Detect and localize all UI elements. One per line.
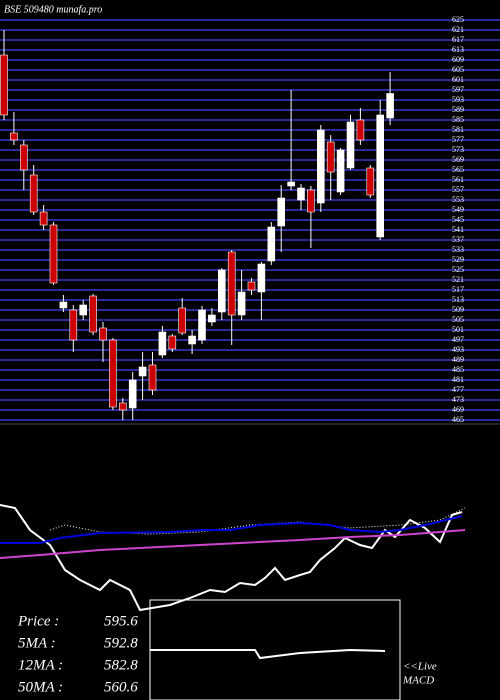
- y-tick-label: 573: [452, 145, 464, 154]
- y-tick-label: 581: [452, 125, 464, 134]
- y-tick-label: 601: [452, 75, 464, 84]
- candle-body: [386, 93, 394, 119]
- candle-body: [237, 291, 246, 316]
- y-tick-label: 517: [452, 285, 464, 294]
- indicator-line: [0, 515, 463, 544]
- candle-body: [69, 309, 78, 341]
- y-tick-label: 605: [452, 65, 464, 74]
- y-tick-label: 541: [452, 225, 464, 234]
- candle-body: [188, 335, 196, 345]
- y-tick-label: 465: [452, 415, 464, 424]
- y-tick-label: 569: [452, 155, 464, 164]
- y-tick-label: 481: [452, 375, 464, 384]
- candle-body: [128, 379, 137, 409]
- stat-label: Price :: [17, 613, 59, 629]
- y-tick-label: 609: [452, 55, 464, 64]
- candle-body: [99, 327, 107, 341]
- y-tick-label: 617: [452, 35, 464, 44]
- candle-body: [49, 224, 58, 284]
- candle-body: [138, 366, 147, 377]
- candle-body: [366, 167, 375, 196]
- candle-body: [59, 301, 68, 309]
- y-tick-label: 593: [452, 95, 464, 104]
- candle-body: [119, 402, 127, 411]
- candle-body: [29, 174, 38, 213]
- y-tick-label: 473: [452, 395, 464, 404]
- y-tick-label: 533: [452, 245, 464, 254]
- candle-body: [356, 119, 365, 141]
- candle-body: [39, 211, 48, 226]
- candle-body: [376, 114, 385, 238]
- y-tick-label: 565: [452, 165, 464, 174]
- candle-body: [109, 339, 117, 408]
- stat-label: 12MA :: [18, 657, 63, 673]
- stat-value: 595.6: [104, 613, 138, 629]
- candle-body: [346, 121, 355, 169]
- y-tick-label: 585: [452, 115, 464, 124]
- y-tick-label: 529: [452, 255, 464, 264]
- candle-body: [277, 197, 286, 227]
- y-tick-label: 505: [452, 315, 464, 324]
- y-tick-label: 497: [452, 335, 464, 344]
- chart-title: BSE 509480 munafa.pro: [4, 4, 102, 15]
- candle-body: [297, 187, 305, 201]
- candle-body: [307, 189, 315, 213]
- y-tick-label: 493: [452, 345, 464, 354]
- y-tick-label: 625: [452, 15, 464, 24]
- y-tick-label: 525: [452, 265, 464, 274]
- macd-box: [149, 599, 401, 700]
- y-tick-label: 537: [452, 235, 464, 244]
- y-tick-label: 513: [452, 295, 464, 304]
- candle-body: [168, 335, 177, 350]
- candle-body: [148, 364, 157, 391]
- candle-body: [336, 149, 345, 193]
- candle-body: [79, 304, 87, 316]
- stat-value: 560.6: [104, 679, 138, 695]
- indicator-line: [150, 648, 386, 660]
- stat-label: 50MA :: [18, 679, 63, 695]
- candle-body: [158, 331, 167, 356]
- candle-body: [208, 314, 216, 323]
- y-tick-label: 621: [452, 25, 464, 34]
- indicator-line: [49, 507, 466, 535]
- candle-body: [0, 54, 8, 116]
- candle-body: [267, 226, 276, 262]
- y-tick-label: 553: [452, 195, 464, 204]
- candle-body: [316, 129, 325, 204]
- y-tick-label: 477: [452, 385, 464, 394]
- stat-value: 582.8: [104, 657, 138, 673]
- y-tick-label: 485: [452, 365, 464, 374]
- candle-body: [326, 141, 335, 173]
- y-tick-label: 589: [452, 105, 464, 114]
- y-tick-label: 557: [452, 185, 464, 194]
- stat-value: 592.8: [104, 635, 138, 651]
- candle-body: [218, 269, 226, 313]
- candle-body: [227, 251, 236, 316]
- y-tick-label: 545: [452, 215, 464, 224]
- y-tick-label: 469: [452, 405, 464, 414]
- candle-body: [287, 181, 295, 187]
- candle-body: [198, 309, 206, 341]
- y-tick-label: 577: [452, 135, 464, 144]
- y-tick-label: 561: [452, 175, 464, 184]
- macd-subtitle: <<Live: [403, 661, 437, 673]
- y-tick-label: 613: [452, 45, 464, 54]
- stat-label: 5MA :: [18, 635, 56, 651]
- macd-title: MACD: [402, 675, 434, 687]
- y-tick-label: 597: [452, 85, 464, 94]
- candle-body: [178, 307, 186, 334]
- y-tick-label: 489: [452, 355, 464, 364]
- y-tick-label: 521: [452, 275, 464, 284]
- candle-body: [247, 281, 256, 291]
- y-tick-label: 549: [452, 205, 464, 214]
- candle-body: [10, 132, 18, 141]
- indicator-line: [0, 529, 466, 559]
- y-tick-label: 509: [452, 305, 464, 314]
- candle-body: [89, 295, 97, 333]
- candle-body: [257, 263, 266, 293]
- candle-body: [19, 144, 28, 171]
- y-tick-label: 501: [452, 325, 464, 334]
